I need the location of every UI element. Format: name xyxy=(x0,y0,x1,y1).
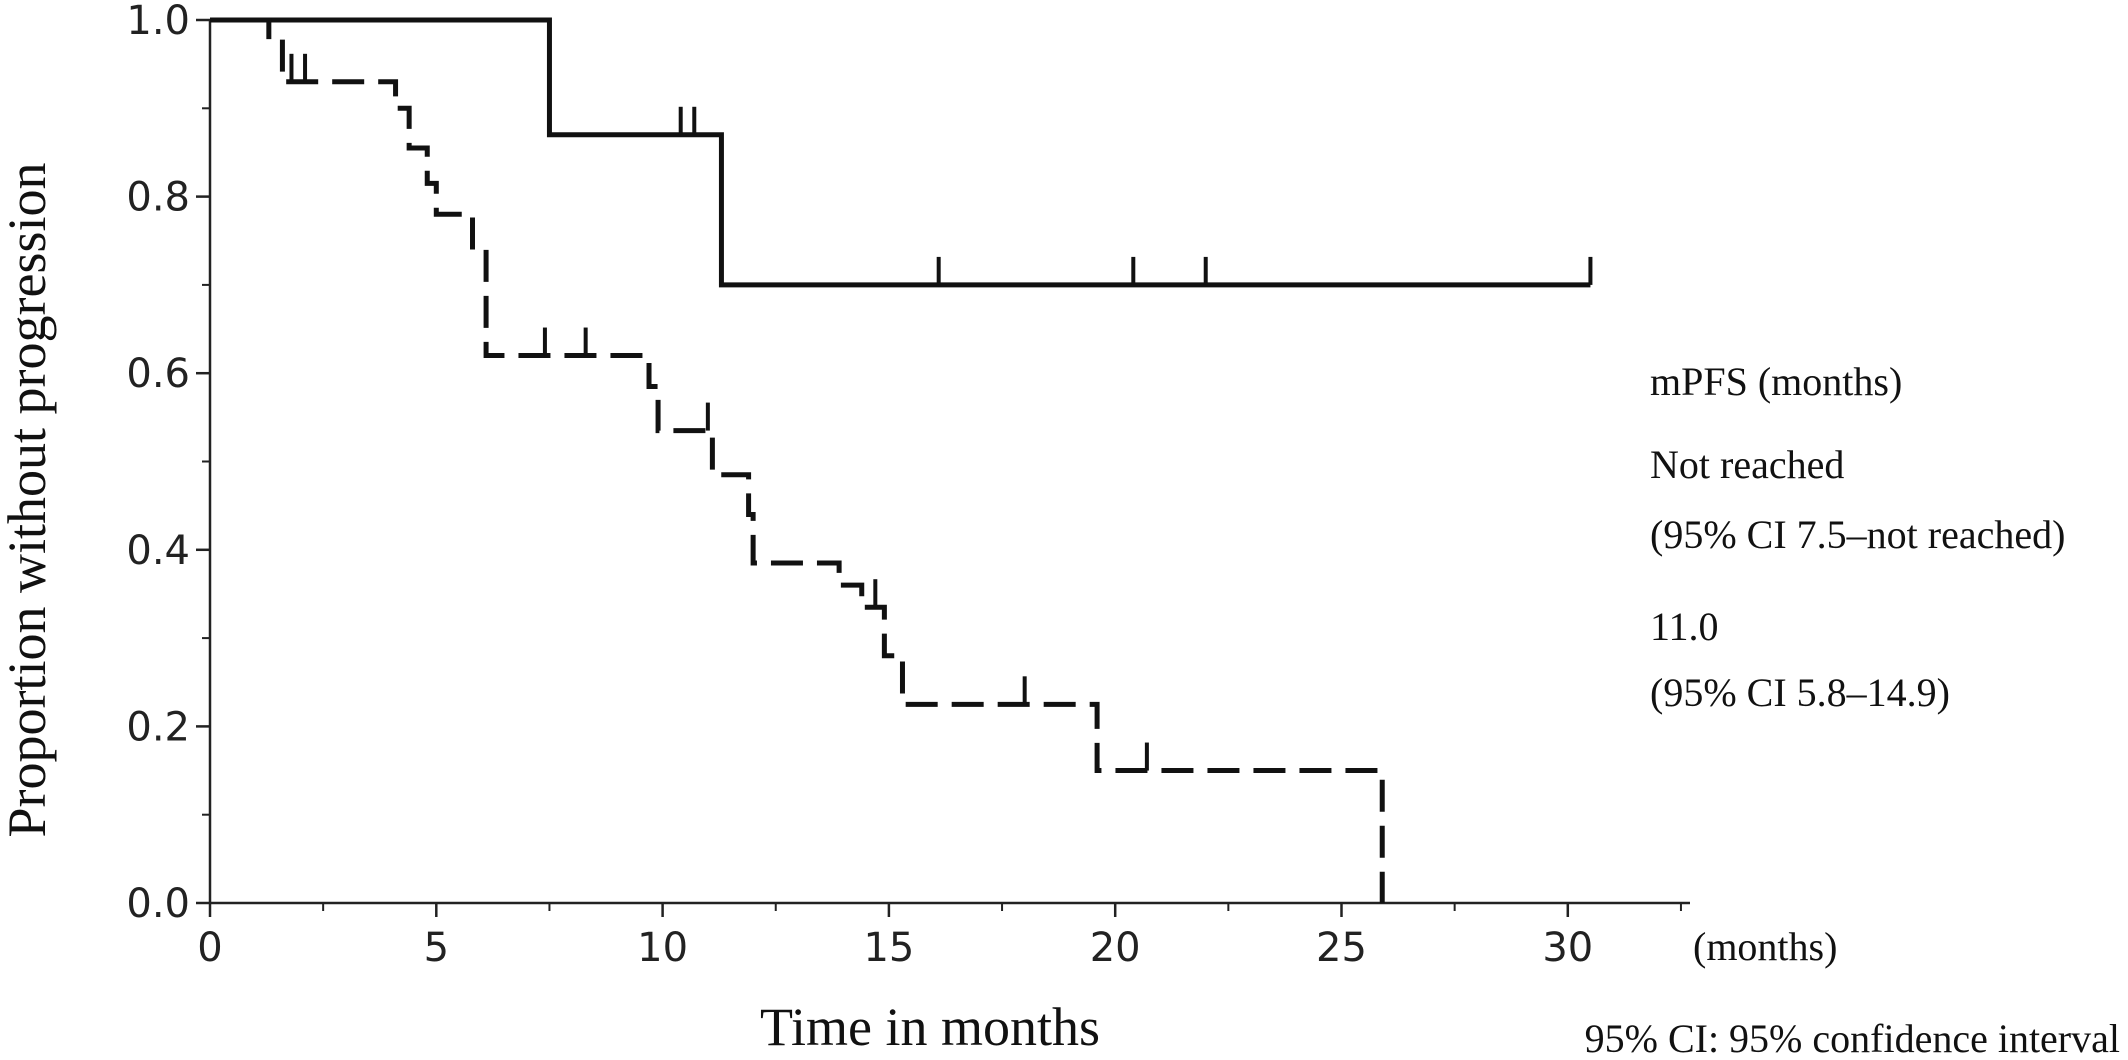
x-tick-label: 5 xyxy=(424,925,449,971)
x-tick-label: 0 xyxy=(197,925,222,971)
x-tick-label: 10 xyxy=(637,925,688,971)
y-tick-label: 1.0 xyxy=(126,0,190,44)
y-tick-label: 0.2 xyxy=(126,704,190,750)
x-tick-label: 25 xyxy=(1316,925,1367,971)
y-tick-label: 0.8 xyxy=(126,175,190,221)
annotation-series2-ci: (95% CI 5.8–14.9) xyxy=(1650,670,1950,715)
x-tick-label: 15 xyxy=(863,925,914,971)
annotation-series1-median: Not reached xyxy=(1650,442,1844,487)
x-tick-label: 30 xyxy=(1542,925,1593,971)
axes: 0 5 10 15 20 25 30 0.0 0.2 0.4 0.6 0.8 1.0 xyxy=(126,0,1690,971)
series-2-curve xyxy=(210,17,1385,903)
x-axis-title: Time in months xyxy=(760,997,1100,1057)
footnote: 95% CI: 95% confidence interval xyxy=(1585,1016,2120,1060)
y-axis-title: Proportion without progression xyxy=(0,163,57,838)
annotation-series1-ci: (95% CI 7.5–not reached) xyxy=(1650,512,2065,557)
y-tick-label: 0.6 xyxy=(126,351,190,397)
x-axis-unit-label: (months) xyxy=(1693,924,1837,969)
annotation-series2-median: 11.0 xyxy=(1650,604,1719,649)
series-1-curve xyxy=(210,17,1591,288)
y-tick-label: 0.4 xyxy=(126,528,190,574)
series-layer xyxy=(210,17,1593,903)
x-tick-label: 20 xyxy=(1090,925,1141,971)
annotation-header: mPFS (months) xyxy=(1650,359,1902,404)
y-tick-label: 0.0 xyxy=(126,881,190,927)
